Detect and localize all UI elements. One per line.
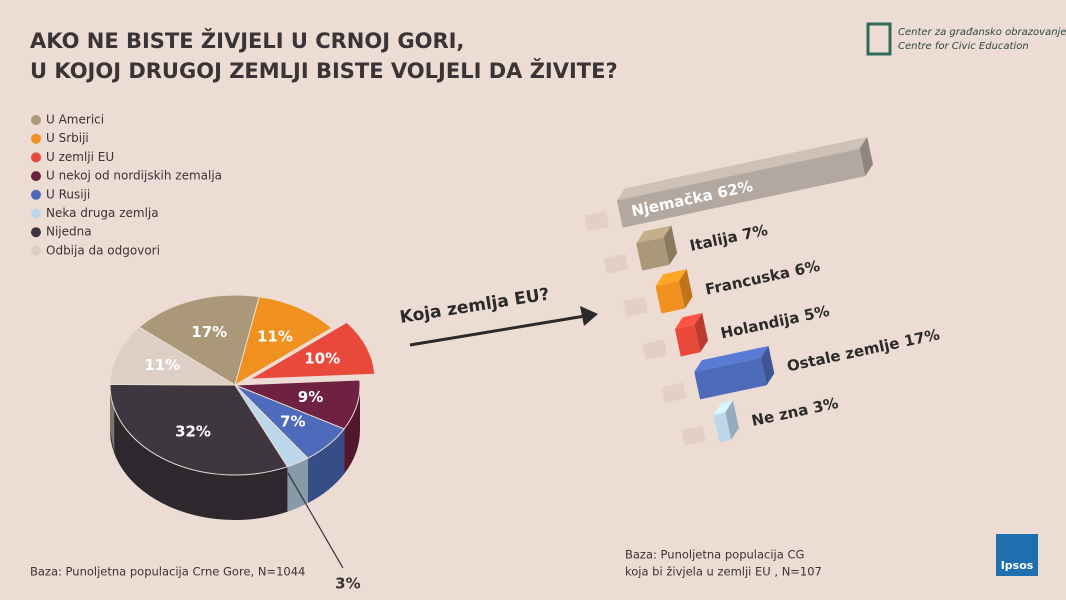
leader-line — [287, 472, 344, 569]
legend-swatch — [31, 133, 41, 144]
pie-side — [110, 385, 288, 521]
legend-swatch — [31, 152, 41, 163]
bar-top — [694, 345, 769, 372]
bar-end — [694, 313, 709, 353]
data-label: 11% — [144, 356, 180, 374]
legend-label: U nekoj od nordijskih zemalja — [46, 169, 222, 183]
ipsos-text: Ipsos — [1001, 559, 1034, 572]
pie-slice — [234, 296, 333, 387]
bar-top — [636, 225, 672, 244]
title-line: U KOJOJ DRUGOJ ZEMLJI BISTE VOLJELI DA Ž… — [30, 58, 618, 83]
bar-shadow — [584, 210, 610, 232]
title-line: AKO NE BISTE ŽIVJELI U CRNOJ GORI, — [30, 28, 464, 53]
bar-top — [616, 136, 868, 201]
bar-shadow — [603, 253, 629, 274]
value-label: 7% — [741, 220, 770, 243]
bar — [694, 357, 767, 400]
legend-label: U Srbiji — [46, 131, 89, 145]
bar-end — [859, 136, 873, 177]
value-label: 6% — [793, 256, 822, 279]
legend-label: U Americi — [46, 113, 104, 127]
bar — [713, 412, 732, 443]
logo-text: Centre for Civic Education — [898, 41, 1029, 52]
logo-text: Center za građansko obrazovanje — [898, 27, 1066, 38]
bar-top — [713, 400, 734, 415]
value-label: 5% — [802, 301, 831, 324]
bar-end — [663, 225, 678, 265]
legend-swatch — [31, 208, 41, 219]
logo: Center za građansko obrazovanje Centre f… — [866, 22, 1066, 56]
bar-shadow — [623, 296, 648, 317]
data-label: 11% — [257, 328, 293, 346]
bar-shadow — [642, 339, 668, 360]
legend-swatch — [31, 245, 41, 256]
value-label: 3% — [811, 393, 840, 416]
legend-label: Odbija da odgovori — [46, 243, 160, 257]
legend-label: U zemlji EU — [46, 150, 114, 164]
pie-side — [287, 458, 308, 512]
bar-end — [679, 269, 693, 309]
bar-top — [674, 313, 703, 330]
ipsos-logo — [996, 534, 1038, 576]
note: Baza: Punoljetna populacija Crne Gore, N… — [30, 565, 305, 579]
data-label: 10% — [304, 350, 340, 368]
data-label: 17% — [191, 323, 227, 341]
note: koja bi živjela u zemlji EU , N=107 — [625, 565, 822, 579]
arrow-head — [580, 306, 598, 326]
bar-shadow — [661, 382, 687, 403]
bar-shadow — [681, 425, 706, 446]
arrow — [409, 314, 586, 347]
legend-swatch — [31, 171, 41, 182]
bar-top — [655, 269, 687, 287]
legend-label: Nijedna — [46, 225, 92, 239]
bar — [655, 281, 685, 314]
bar — [616, 148, 866, 228]
legend-swatch — [31, 115, 41, 125]
bar-end — [725, 400, 739, 440]
legend-swatch — [31, 189, 41, 200]
bar — [636, 237, 670, 271]
pie-side — [110, 385, 115, 454]
pie-side — [307, 428, 345, 504]
pie-slice — [109, 326, 237, 386]
legend-label: U Rusiji — [46, 187, 90, 201]
bar-end — [760, 345, 775, 386]
pie-slice — [249, 321, 376, 380]
pie-slice — [138, 294, 260, 386]
pie-slice — [109, 383, 289, 476]
legend-label: Neka druga zemlja — [46, 206, 159, 220]
logo-icon — [866, 22, 892, 56]
bar — [674, 324, 701, 357]
note: Baza: Punoljetna populacija CG — [625, 548, 804, 562]
pie-side — [344, 385, 360, 474]
legend-swatch — [31, 227, 41, 238]
data-label: 7% — [280, 413, 305, 431]
data-label: 32% — [175, 422, 211, 440]
data-label: 3% — [335, 574, 360, 592]
bar-group: Njemačka 62%Italija 7%Francuska 6%Holand… — [584, 136, 941, 446]
data-label: 9% — [298, 388, 323, 406]
